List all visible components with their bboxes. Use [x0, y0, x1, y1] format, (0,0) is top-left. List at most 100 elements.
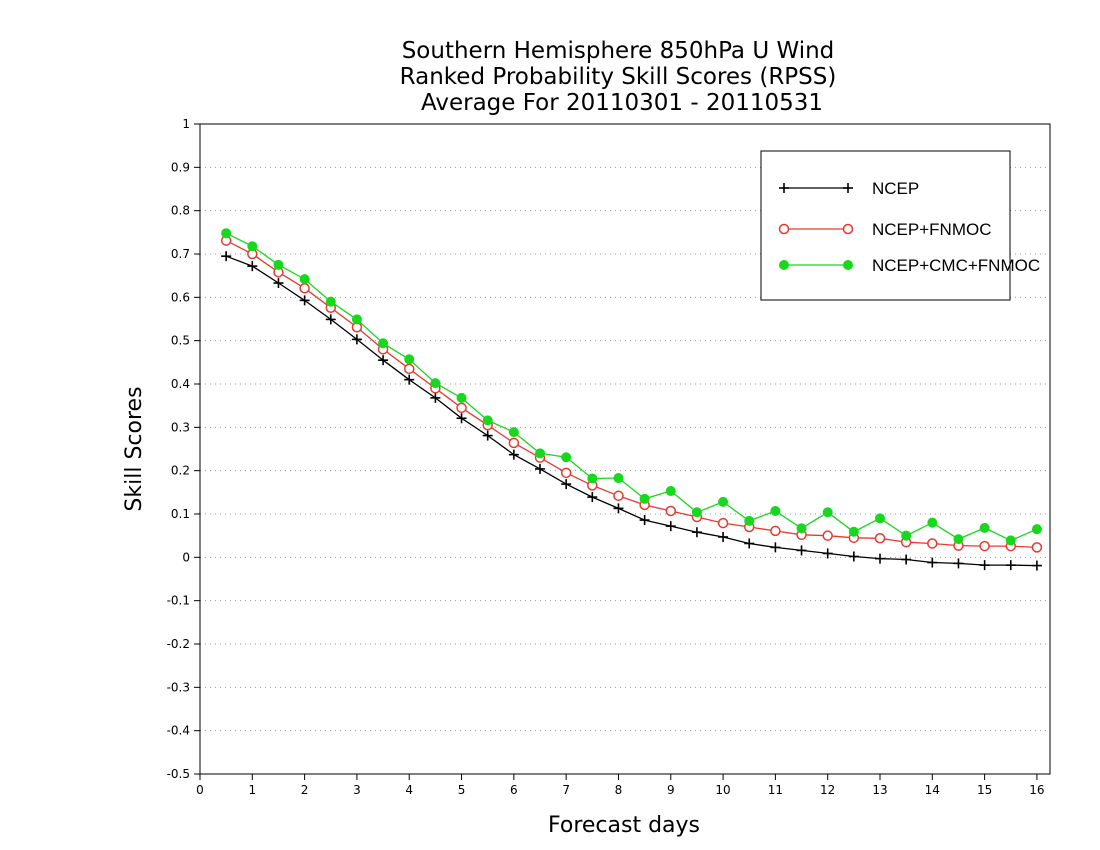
- data-point-ncep: [1031, 560, 1042, 571]
- data-point-ncep-cmc-fnmoc: [822, 507, 833, 518]
- x-tick-label: 9: [667, 783, 675, 797]
- data-point-ncep-cmc-fnmoc: [299, 274, 310, 285]
- data-point-ncep-fnmoc: [874, 533, 886, 544]
- plot-frame: [199, 123, 1051, 775]
- data-point-ncep-cmc-fnmoc: [273, 259, 284, 270]
- y-tick-label: 0.1: [171, 507, 190, 521]
- legend-label: NCEP+FNMOC: [872, 220, 991, 239]
- data-point-ncep-cmc-fnmoc: [561, 452, 572, 463]
- data-point-ncep-cmc-fnmoc: [404, 354, 415, 365]
- data-point-ncep: [535, 463, 545, 474]
- x-tick-label: 1: [248, 783, 256, 797]
- legend-marker: [779, 260, 789, 270]
- y-tick-label: 0.2: [171, 464, 190, 478]
- data-point-ncep-cmc-fnmoc: [848, 526, 859, 537]
- data-point-ncep-cmc-fnmoc: [325, 296, 336, 307]
- data-point-ncep-cmc-fnmoc: [378, 338, 389, 349]
- x-tick-label: 13: [872, 783, 887, 797]
- data-point-ncep-fnmoc: [979, 540, 990, 552]
- data-point-ncep-fnmoc: [1031, 542, 1043, 553]
- data-point-ncep: [247, 261, 258, 272]
- data-point-ncep: [587, 492, 598, 503]
- data-point-ncep-fnmoc: [456, 402, 467, 414]
- x-tick-label: 3: [353, 783, 361, 797]
- data-point-ncep: [848, 551, 859, 562]
- data-point-ncep-fnmoc: [508, 437, 520, 449]
- data-point-ncep-fnmoc: [403, 363, 415, 375]
- data-point-ncep-cmc-fnmoc: [508, 427, 519, 438]
- data-point-ncep: [378, 355, 389, 366]
- data-point-ncep-fnmoc: [770, 525, 781, 537]
- data-point-ncep: [404, 374, 415, 385]
- legend-marker: [843, 183, 853, 193]
- x-tick-label: 6: [510, 783, 518, 797]
- x-tick-label: 2: [301, 783, 309, 797]
- legend-entry-ncep-fnmoc: NCEP+FNMOC: [778, 220, 991, 239]
- grid: [200, 166, 1050, 732]
- y-tick-label: 0.6: [171, 290, 190, 304]
- series-ncep: [221, 251, 1042, 571]
- data-point-ncep-cmc-fnmoc: [691, 507, 702, 518]
- data-point-ncep-cmc-fnmoc: [744, 515, 755, 526]
- data-point-ncep: [875, 553, 885, 564]
- data-point-ncep: [953, 558, 964, 569]
- data-point-ncep: [822, 548, 833, 559]
- data-point-ncep-fnmoc: [717, 517, 729, 529]
- data-point-ncep: [456, 413, 467, 424]
- data-point-ncep: [221, 251, 232, 262]
- data-point-ncep-cmc-fnmoc: [718, 496, 729, 507]
- y-tick-label: 0.7: [171, 247, 190, 261]
- y-tick-label: -0.3: [167, 680, 190, 694]
- data-point-ncep-fnmoc: [665, 505, 677, 517]
- chart-title-line-3: Average For 20110301 - 20110531: [421, 90, 823, 116]
- data-point-ncep-cmc-fnmoc: [535, 448, 545, 459]
- data-point-ncep: [901, 554, 912, 565]
- x-tick-label: 14: [925, 783, 940, 797]
- data-point-ncep: [744, 538, 755, 549]
- data-point-ncep: [639, 515, 650, 526]
- data-point-ncep-cmc-fnmoc: [482, 415, 493, 426]
- legend-entry-ncep: NCEP: [779, 179, 919, 198]
- series-layer: [220, 228, 1043, 571]
- data-point-ncep: [351, 334, 362, 345]
- data-point-ncep: [979, 560, 990, 571]
- data-point-ncep: [691, 527, 702, 538]
- legend-marker: [843, 260, 853, 270]
- y-tick-label: 0.5: [171, 334, 190, 348]
- data-point-ncep-cmc-fnmoc: [665, 486, 676, 497]
- data-point-ncep: [325, 314, 336, 325]
- data-point-ncep-cmc-fnmoc: [979, 522, 990, 533]
- y-tick-label: 0: [182, 550, 190, 564]
- data-point-ncep-fnmoc: [299, 282, 310, 294]
- y-tick-label: 0.3: [171, 420, 190, 434]
- data-point-ncep: [430, 392, 441, 403]
- x-tick-label: 0: [196, 783, 204, 797]
- legend-label: NCEP: [872, 179, 919, 198]
- y-tick-label: 0.9: [171, 160, 190, 174]
- x-axis-label: Forecast days: [548, 813, 700, 838]
- data-point-ncep-cmc-fnmoc: [430, 378, 441, 389]
- data-point-ncep-cmc-fnmoc: [901, 530, 912, 541]
- chart-title-line-1: Southern Hemisphere 850hPa U Wind: [402, 38, 835, 64]
- data-point-ncep-cmc-fnmoc: [1031, 524, 1042, 535]
- data-point-ncep-cmc-fnmoc: [351, 314, 362, 325]
- legend-marker: [779, 183, 789, 193]
- data-point-ncep: [561, 479, 572, 490]
- data-point-ncep: [273, 278, 284, 289]
- x-tick-label: 7: [562, 783, 570, 797]
- y-tick-label: -0.2: [167, 637, 190, 651]
- data-point-ncep-cmc-fnmoc: [587, 473, 598, 484]
- data-point-ncep-cmc-fnmoc: [875, 513, 885, 524]
- chart-title-line-2: Ranked Probability Skill Scores (RPSS): [400, 64, 837, 90]
- data-point-ncep-cmc-fnmoc: [953, 534, 964, 545]
- legend-marker: [778, 223, 790, 235]
- legend-box: [760, 150, 1011, 301]
- data-point-ncep: [299, 295, 310, 306]
- data-point-ncep-cmc-fnmoc: [770, 505, 781, 516]
- y-tick-label: -0.4: [167, 724, 190, 738]
- legend: NCEP NCEP+FNMOC NCEP+CMC+FNMOC: [760, 150, 1040, 301]
- y-tick-label: -0.1: [167, 594, 190, 608]
- y-tick-label: 0.8: [171, 204, 190, 218]
- data-point-ncep-fnmoc: [560, 467, 572, 479]
